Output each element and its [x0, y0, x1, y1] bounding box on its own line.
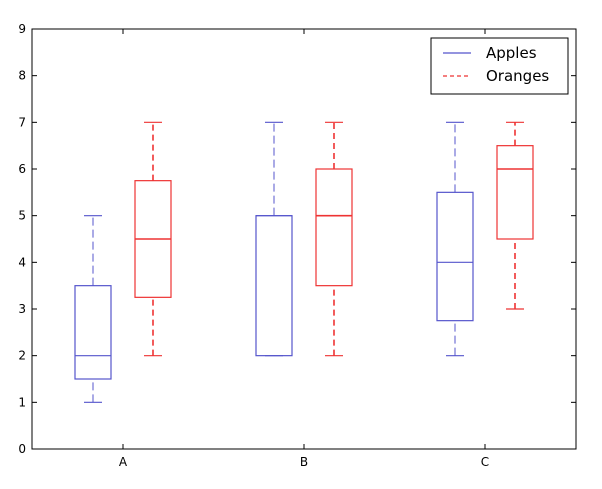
- box-apples-b: [255, 121, 293, 357]
- x-tick-label: B: [300, 455, 308, 469]
- y-tick-label: 6: [18, 162, 26, 176]
- box-oranges-c: [496, 121, 534, 310]
- plot-area: [31, 28, 577, 450]
- box-oranges-a: [134, 121, 172, 357]
- box-apples-a: [74, 215, 112, 403]
- legend: Apples Oranges: [430, 37, 569, 95]
- x-tick-label: A: [119, 455, 128, 469]
- iqr-box: [315, 168, 353, 287]
- iqr-box: [436, 191, 474, 322]
- iqr-box: [496, 145, 534, 240]
- x-tick-label: C: [481, 455, 489, 469]
- y-tick-label: 8: [18, 69, 26, 83]
- legend-label-oranges: Oranges: [486, 67, 549, 85]
- legend-label-apples: Apples: [486, 44, 537, 62]
- y-tick-label: 0: [18, 442, 26, 456]
- y-tick-label: 7: [18, 115, 26, 129]
- y-tick-label: 4: [18, 255, 26, 269]
- iqr-box: [74, 285, 112, 380]
- y-tick-label: 2: [18, 349, 26, 363]
- legend-box: [430, 37, 569, 95]
- y-tick-label: 3: [18, 302, 26, 316]
- y-tick-label: 9: [18, 22, 26, 36]
- y-tick-label: 5: [18, 209, 26, 223]
- y-tick-label: 1: [18, 395, 26, 409]
- box-apples-c: [436, 121, 474, 357]
- box-oranges-b: [315, 121, 353, 357]
